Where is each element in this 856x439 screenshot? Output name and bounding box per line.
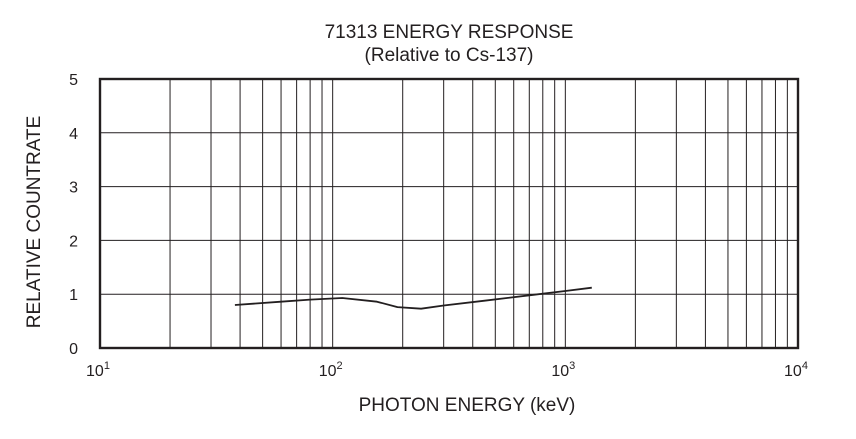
y-tick-label: 0 [69, 341, 78, 358]
y-tick-labels: 0 1 2 3 4 5 [69, 72, 78, 358]
y-axis-title: RELATIVE COUNTRATE [24, 116, 45, 329]
x-tick-label: 104 [784, 360, 808, 380]
plot-frame [98, 77, 800, 350]
x-axis-title: PHOTON ENERGY (keV) [359, 395, 576, 416]
y-tick-label: 5 [69, 72, 78, 89]
x-tick-labels: 101 102 103 104 [86, 360, 808, 380]
grid [100, 79, 798, 348]
plot-border [98, 77, 800, 350]
x-tick-label: 102 [319, 360, 343, 380]
chart-title: 71313 ENERGY RESPONSE [325, 22, 574, 43]
series-layer [234, 286, 592, 310]
y-tick-label: 4 [69, 126, 78, 143]
y-tick-label: 2 [69, 233, 78, 250]
chart-subtitle: (Relative to Cs-137) [365, 45, 534, 66]
x-tick-label: 101 [86, 360, 110, 380]
x-tick-label: 103 [551, 360, 575, 380]
y-tick-label: 1 [69, 287, 78, 304]
y-tick-label: 3 [69, 180, 78, 197]
series-line [234, 286, 592, 310]
